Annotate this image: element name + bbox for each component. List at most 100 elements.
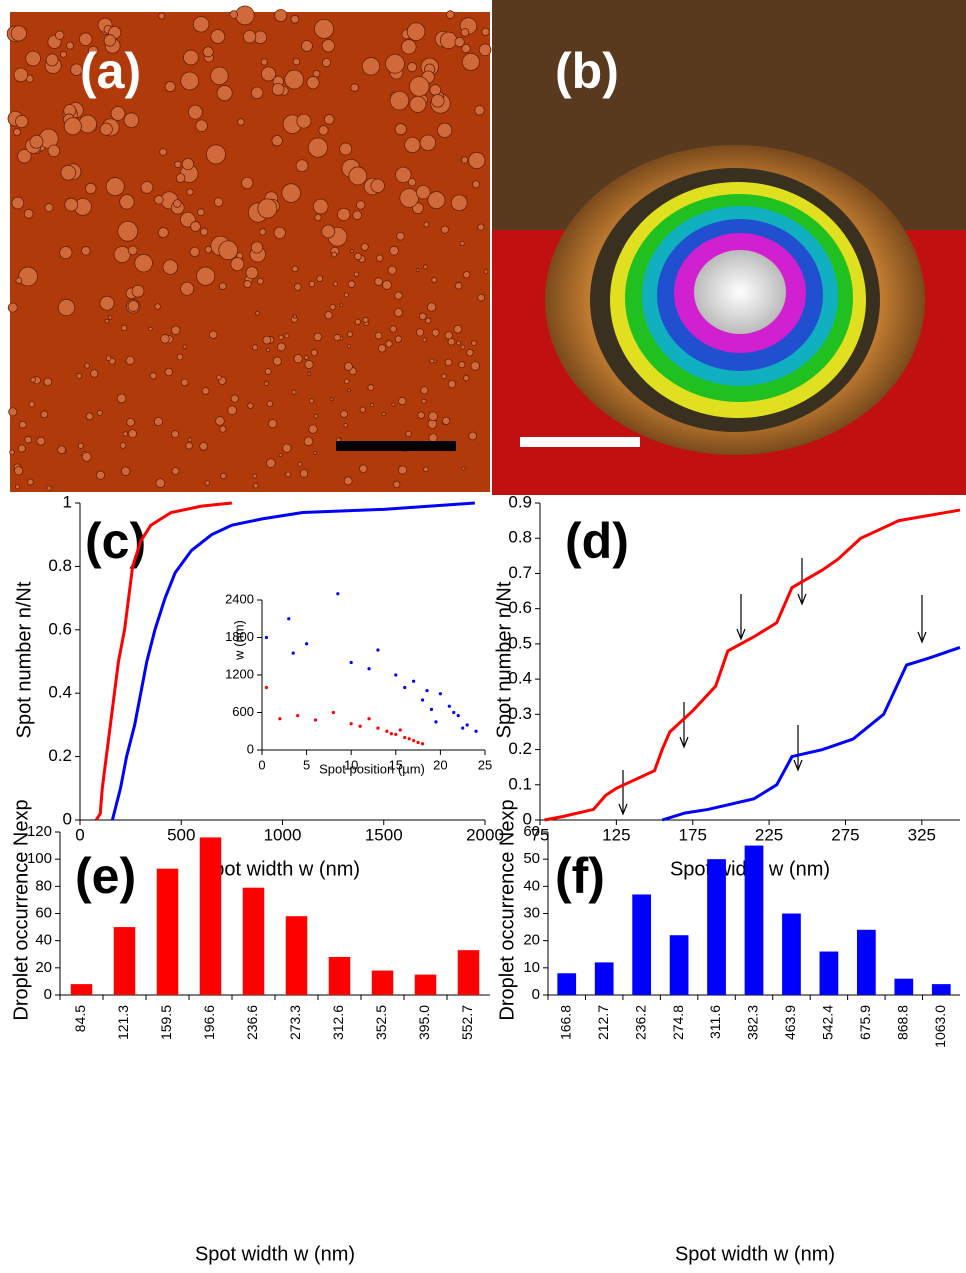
point	[452, 710, 456, 715]
droplet	[182, 344, 188, 349]
droplet	[362, 316, 369, 323]
x-tick-label: 325	[908, 825, 936, 844]
droplet	[27, 478, 34, 486]
droplet	[46, 485, 52, 491]
droplet	[266, 458, 276, 468]
x-axis-label: Spot width w (nm)	[195, 1243, 355, 1265]
droplet	[316, 275, 324, 283]
droplet	[105, 355, 112, 361]
point	[394, 732, 398, 736]
x-tick-label: 868.8	[895, 1005, 911, 1040]
droplet	[472, 180, 481, 189]
droplet	[398, 396, 407, 406]
droplet	[70, 63, 83, 76]
droplet	[395, 166, 412, 184]
droplet	[314, 213, 322, 222]
droplet	[159, 148, 167, 156]
droplet	[268, 419, 278, 429]
droplet	[453, 324, 463, 334]
droplet	[95, 470, 106, 480]
point	[447, 704, 451, 708]
droplet	[43, 377, 53, 387]
droplet	[470, 361, 480, 371]
point	[331, 710, 335, 715]
droplet	[77, 442, 84, 449]
droplet	[278, 334, 284, 341]
y-tick-label: 0.7	[508, 563, 532, 582]
droplet	[337, 207, 351, 222]
point	[385, 729, 389, 733]
droplet	[157, 227, 169, 239]
droplet	[323, 114, 335, 125]
droplet	[113, 245, 131, 264]
y-tick-label: 2400	[225, 591, 254, 606]
y-axis-label: w (nm)	[231, 620, 246, 661]
scale-bar	[520, 437, 640, 447]
droplet	[216, 374, 222, 381]
bar	[931, 984, 951, 995]
droplet	[468, 431, 478, 441]
droplet	[140, 181, 154, 194]
droplet	[389, 325, 397, 333]
panel-label: (e)	[75, 848, 136, 904]
droplet	[36, 436, 46, 446]
point	[367, 717, 371, 721]
x-tick-label: 463.9	[782, 1005, 798, 1040]
droplet	[180, 71, 200, 91]
droplet	[229, 10, 239, 19]
droplet	[30, 376, 37, 383]
point	[416, 740, 420, 745]
point	[389, 732, 393, 736]
droplet	[219, 425, 227, 433]
droplet	[306, 76, 320, 90]
droplet	[272, 356, 282, 366]
droplet	[446, 10, 455, 19]
x-tick-label: 121.3	[115, 1005, 131, 1040]
droplet	[87, 45, 99, 57]
droplet	[391, 402, 396, 407]
droplet	[264, 381, 269, 387]
droplet	[121, 324, 128, 332]
droplet	[237, 118, 245, 126]
droplet	[13, 466, 24, 476]
droplet	[210, 66, 229, 86]
droplet	[367, 384, 375, 391]
droplet	[63, 117, 82, 136]
curve	[110, 501, 475, 821]
droplet	[183, 49, 199, 66]
point	[313, 718, 318, 722]
x-tick-label: 236.2	[632, 1005, 648, 1040]
droplet	[477, 223, 485, 231]
droplet	[187, 437, 193, 442]
droplet	[282, 443, 292, 453]
droplet	[347, 331, 353, 338]
droplet	[369, 402, 375, 408]
droplet	[481, 27, 490, 36]
droplet	[456, 340, 461, 346]
droplet	[461, 52, 480, 71]
droplet	[160, 334, 170, 344]
droplet	[321, 58, 332, 68]
droplet	[466, 348, 474, 357]
droplet	[439, 31, 458, 50]
x-tick-label: 212.7	[595, 1005, 611, 1040]
point	[465, 723, 469, 727]
droplet	[116, 393, 127, 404]
droplet	[430, 94, 445, 108]
droplet	[428, 411, 438, 422]
curve	[544, 508, 961, 822]
droplet	[354, 318, 362, 326]
droplet	[422, 337, 427, 343]
y-tick-label: 0	[63, 809, 72, 828]
y-tick-label: 0.4	[48, 683, 72, 702]
point	[420, 698, 425, 702]
point	[349, 722, 353, 726]
point	[412, 679, 416, 683]
droplet	[295, 159, 309, 173]
y-tick-label: 20	[35, 959, 52, 976]
x-tick-label: 542.4	[820, 1005, 836, 1040]
droplet	[461, 43, 471, 54]
y-tick-label: 100	[27, 850, 52, 867]
point	[358, 724, 362, 728]
droplet	[85, 412, 94, 421]
